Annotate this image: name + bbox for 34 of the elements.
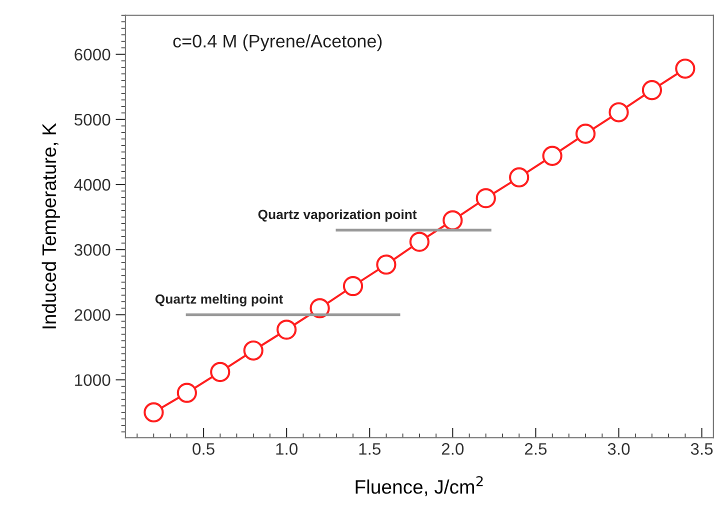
x-tick-label: 3.0 bbox=[608, 443, 630, 455]
y-tick-label: 6000 bbox=[74, 48, 110, 61]
x-tick-label: 2.0 bbox=[442, 443, 464, 455]
point bbox=[442, 210, 463, 230]
point bbox=[176, 382, 197, 403]
x-tick-label: 0.5 bbox=[192, 443, 214, 455]
y-tick-label: 5000 bbox=[74, 114, 110, 126]
point bbox=[210, 362, 230, 382]
point bbox=[276, 320, 297, 340]
x-tick-label: 2.5 bbox=[524, 443, 547, 455]
point bbox=[342, 276, 364, 296]
point bbox=[642, 80, 662, 100]
y-tick-label: 4000 bbox=[74, 178, 110, 191]
point bbox=[409, 232, 430, 252]
point bbox=[376, 254, 396, 275]
point bbox=[608, 102, 629, 122]
point bbox=[575, 124, 596, 144]
point bbox=[144, 402, 164, 422]
y-tick-label: 3000 bbox=[74, 244, 110, 256]
y-tick-label: 1000 bbox=[75, 374, 110, 386]
x-tick-label: 1.5 bbox=[359, 443, 381, 455]
point bbox=[542, 146, 562, 166]
y-axis-title: Induced Temperature, K bbox=[42, 123, 60, 328]
ref-line-label: Quartz vaporization point bbox=[258, 209, 417, 222]
y-tick-label: 2000 bbox=[74, 309, 110, 321]
point bbox=[476, 188, 496, 208]
x-tick-label: 1.0 bbox=[276, 443, 298, 455]
x-axis-title: Fluence, J/cm$^{2}$ bbox=[356, 476, 483, 496]
annotation: c=0.4 M (Pyrene/Acetone) bbox=[173, 34, 382, 52]
point bbox=[243, 340, 264, 361]
point bbox=[675, 58, 696, 79]
point bbox=[509, 167, 530, 188]
x-tick-label: 3.5 bbox=[690, 443, 713, 455]
ref-line-label: Quartz melting point bbox=[155, 294, 283, 306]
